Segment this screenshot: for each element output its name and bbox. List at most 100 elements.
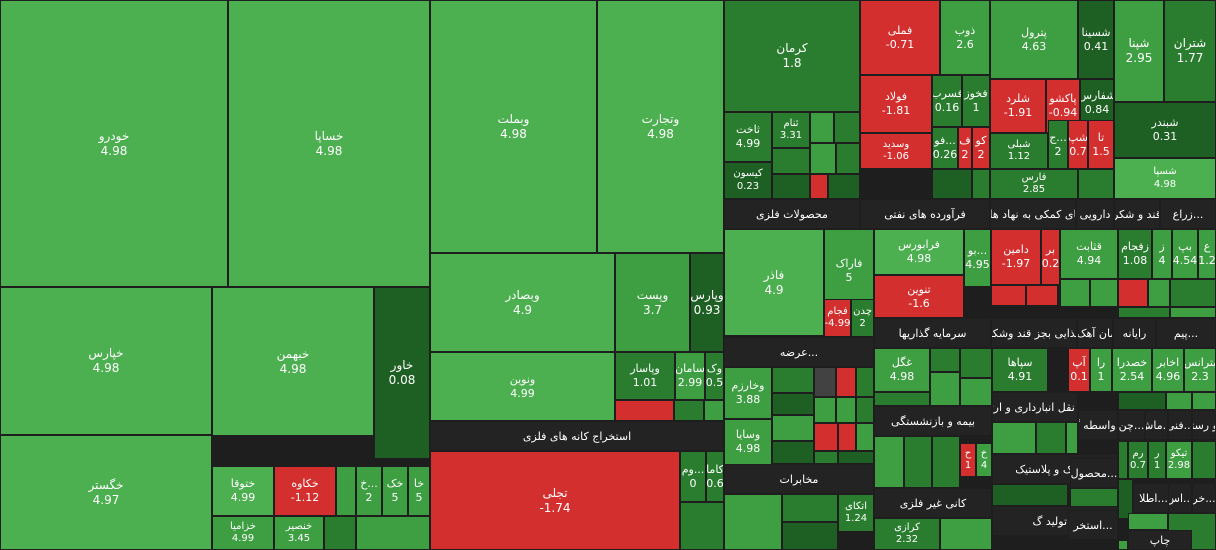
- treemap-tile[interactable]: وبصادر 4.9: [430, 253, 615, 352]
- treemap-tile-unlabeled[interactable]: [1060, 279, 1090, 307]
- treemap-tile-unlabeled[interactable]: [1128, 513, 1168, 530]
- treemap-tile-unlabeled[interactable]: [680, 502, 724, 550]
- treemap-tile-unlabeled[interactable]: [1036, 422, 1066, 454]
- treemap-tile-unlabeled[interactable]: [930, 348, 960, 372]
- treemap-tile[interactable]: سپاها 4.91: [992, 348, 1048, 392]
- treemap-tile-unlabeled[interactable]: [814, 397, 836, 423]
- treemap-tile[interactable]: را 1: [1090, 348, 1112, 392]
- treemap-tile-unlabeled[interactable]: [991, 285, 1026, 306]
- treemap-tile-unlabeled[interactable]: [836, 143, 860, 174]
- treemap-tile-unlabeled[interactable]: [960, 378, 992, 406]
- sector-header[interactable]: کانی غیر فلزی: [874, 488, 992, 518]
- treemap-tile[interactable]: وپست 3.7: [615, 253, 690, 352]
- treemap-tile[interactable]: وپاسار 1.01: [615, 352, 675, 400]
- treemap-tile-unlabeled[interactable]: [1118, 279, 1148, 307]
- treemap-tile-unlabeled[interactable]: [1066, 422, 1078, 454]
- treemap-tile[interactable]: خ... 2: [356, 466, 382, 516]
- treemap-tile[interactable]: رم 0.7: [1128, 441, 1148, 479]
- treemap-tile[interactable]: ونوین 4.99: [430, 352, 615, 421]
- treemap-tile[interactable]: شتران 1.77: [1164, 0, 1216, 102]
- treemap-tile[interactable]: فسرب 0.16: [932, 75, 962, 127]
- treemap-tile-unlabeled[interactable]: [828, 174, 860, 199]
- treemap-tile-unlabeled[interactable]: [674, 400, 704, 421]
- treemap-tile-unlabeled[interactable]: [772, 148, 810, 174]
- treemap-tile-unlabeled[interactable]: [810, 143, 836, 174]
- treemap-tile[interactable]: اتکای 1.24: [838, 494, 874, 532]
- treemap-tile[interactable]: وم... 0: [680, 451, 706, 502]
- treemap-tile[interactable]: خزامیا 4.99: [212, 516, 274, 550]
- treemap-tile[interactable]: دامین -1.97: [991, 229, 1041, 285]
- treemap-tile[interactable]: خودرو 4.98: [0, 0, 228, 287]
- treemap-tile-unlabeled[interactable]: [940, 518, 992, 550]
- sector-header[interactable]: مخابرات: [724, 464, 874, 494]
- treemap-tile-unlabeled[interactable]: [324, 516, 356, 550]
- treemap-tile-unlabeled[interactable]: [814, 451, 838, 464]
- treemap-tile[interactable]: تا 1.5: [1088, 120, 1114, 169]
- treemap-tile-unlabeled[interactable]: [904, 436, 932, 488]
- sector-header[interactable]: اطلا...: [1133, 483, 1174, 513]
- treemap-tile-unlabeled[interactable]: [724, 494, 782, 550]
- sector-header[interactable]: حمل و نقل انبارداری و ارتباطات: [992, 392, 1078, 422]
- treemap-tile-unlabeled[interactable]: [856, 367, 874, 397]
- treemap-tile-unlabeled[interactable]: [1090, 279, 1118, 307]
- treemap-tile-unlabeled[interactable]: [874, 436, 904, 488]
- treemap-tile-unlabeled[interactable]: [932, 436, 960, 488]
- treemap-tile-unlabeled[interactable]: [1118, 392, 1166, 410]
- treemap-tile-unlabeled[interactable]: [782, 522, 838, 550]
- treemap-tile-unlabeled[interactable]: [874, 392, 930, 406]
- treemap-tile[interactable]: چدن 2: [851, 299, 874, 337]
- sector-header[interactable]: خر...: [1192, 483, 1216, 513]
- treemap-tile-unlabeled[interactable]: [1118, 441, 1128, 479]
- treemap-tile-unlabeled[interactable]: [1118, 479, 1133, 519]
- treemap-tile[interactable]: پترول 4.63: [990, 0, 1078, 79]
- sector-header[interactable]: ماش...: [1145, 410, 1168, 440]
- treemap-tile[interactable]: شسپا 4.98: [1114, 158, 1216, 199]
- treemap-tile-unlabeled[interactable]: [836, 367, 856, 397]
- treemap-tile[interactable]: ثنام 3.31: [772, 112, 810, 148]
- treemap-tile-unlabeled[interactable]: [932, 169, 972, 199]
- treemap-tile-unlabeled[interactable]: [356, 516, 430, 550]
- treemap-tile[interactable]: کیسون 0.23: [724, 162, 772, 199]
- treemap-tile-unlabeled[interactable]: [772, 174, 810, 199]
- treemap-tile[interactable]: ختوقا 4.99: [212, 466, 274, 516]
- treemap-tile[interactable]: ثاخت 4.99: [724, 112, 772, 162]
- treemap-tile[interactable]: خگستر 4.97: [0, 435, 212, 550]
- treemap-tile[interactable]: وپارس 0.93: [690, 253, 724, 352]
- treemap-tile[interactable]: کو 2: [972, 127, 990, 169]
- treemap-tile[interactable]: فولاد -1.81: [860, 75, 932, 133]
- treemap-tile-unlabeled[interactable]: [1166, 392, 1192, 410]
- treemap-tile-unlabeled[interactable]: [772, 441, 814, 464]
- treemap-tile[interactable]: بر 0.2: [1041, 229, 1060, 285]
- sector-header[interactable]: واسطه گ...: [1078, 410, 1118, 440]
- treemap-tile-unlabeled[interactable]: [704, 400, 724, 421]
- sector-header[interactable]: پیم...: [1156, 318, 1216, 348]
- sector-header[interactable]: فعالیتهای کمکی به نهاد های مال: [990, 199, 1076, 229]
- treemap-tile[interactable]: وبملت 4.98: [430, 0, 597, 253]
- treemap-tile[interactable]: خصدرا 2.54: [1112, 348, 1152, 392]
- treemap-tile[interactable]: فخوز 1: [962, 75, 990, 127]
- treemap-tile[interactable]: خنصیر 3.45: [274, 516, 324, 550]
- treemap-tile-unlabeled[interactable]: [1118, 307, 1170, 318]
- treemap-tile[interactable]: ج... 2: [1048, 120, 1068, 169]
- treemap-tile[interactable]: بترانس 2.3: [1184, 348, 1216, 392]
- treemap-tile[interactable]: شسینا 0.41: [1078, 0, 1114, 79]
- treemap-tile[interactable]: کاما 0.6: [706, 451, 724, 502]
- treemap-tile[interactable]: خساپا 4.98: [228, 0, 430, 287]
- treemap-tile-unlabeled[interactable]: [1192, 392, 1216, 410]
- sector-header[interactable]: محصولات فلزی: [724, 199, 860, 229]
- treemap-tile[interactable]: تنوین -1.6: [874, 275, 964, 318]
- treemap-tile[interactable]: فملی -0.71: [860, 0, 940, 75]
- treemap-tile[interactable]: شبلی 1.12: [990, 133, 1048, 169]
- treemap-tile[interactable]: بپ 4.54: [1172, 229, 1198, 279]
- treemap-tile-unlabeled[interactable]: [972, 169, 990, 199]
- treemap-tile[interactable]: خبهمن 4.98: [212, 287, 374, 436]
- sector-header[interactable]: دارویی: [1076, 199, 1114, 229]
- sector-header[interactable]: فرآورده های نفتی: [860, 199, 990, 229]
- treemap-tile-unlabeled[interactable]: [1026, 285, 1058, 306]
- treemap-tile[interactable]: فاذر 4.9: [724, 229, 824, 336]
- treemap-tile-unlabeled[interactable]: [838, 451, 874, 464]
